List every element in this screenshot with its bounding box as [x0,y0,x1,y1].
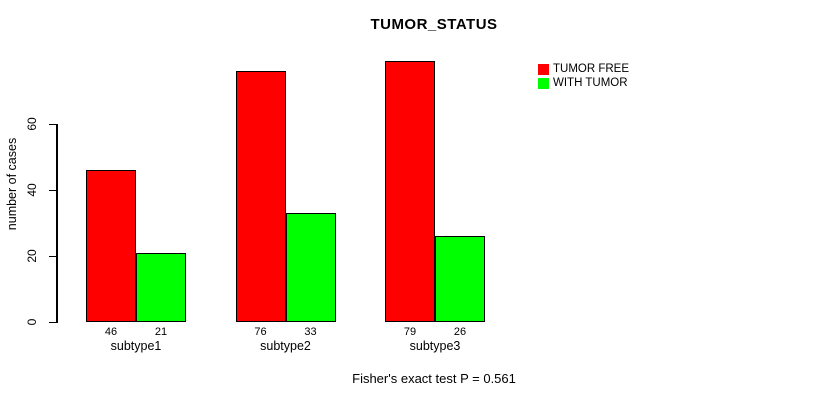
y-axis-tick-label: 0 [25,318,39,326]
legend-label-with-tumor: WITH TUMOR [553,77,628,89]
y-axis-tick-label: 60 [25,117,39,131]
bar-tumor-free-subtype1 [86,170,136,322]
bar-tumor-free-subtype3 [385,61,435,322]
legend-swatch-green [538,77,549,89]
x-category-label-subtype3: subtype3 [409,339,461,353]
bar-value-label: 76 [254,326,267,338]
y-axis-tick-label: 40 [25,183,39,197]
bar-value-label: 46 [104,326,118,338]
y-axis-line [56,124,58,323]
y-axis-tick-label: 20 [25,249,39,263]
y-axis-tick [49,255,56,257]
y-axis-tick [49,321,56,323]
bar-with-tumor-subtype3 [435,236,485,322]
legend-item-tumor-free: TUMOR FREE [538,62,629,76]
chart-title: TUMOR_STATUS [370,16,498,33]
legend-swatch-red [538,63,549,75]
bar-tumor-free-subtype2 [235,71,286,322]
y-axis-tick [49,123,56,125]
x-category-label-subtype2: subtype2 [260,339,311,353]
bar-value-label: 26 [453,326,467,338]
bar-with-tumor-subtype1 [136,252,186,322]
bar-value-label: 21 [154,326,168,338]
fisher-test-annotation: Fisher's exact test P = 0.561 [352,371,516,386]
bar-value-label: 79 [403,326,417,338]
x-category-label-subtype1: subtype1 [110,339,162,353]
bar-value-label: 33 [304,326,317,338]
legend-item-with-tumor: WITH TUMOR [538,76,629,90]
bar-with-tumor-subtype2 [285,213,336,322]
y-axis-tick [49,189,56,191]
legend: TUMOR FREE WITH TUMOR [538,62,629,90]
legend-label-tumor-free: TUMOR FREE [553,63,630,75]
